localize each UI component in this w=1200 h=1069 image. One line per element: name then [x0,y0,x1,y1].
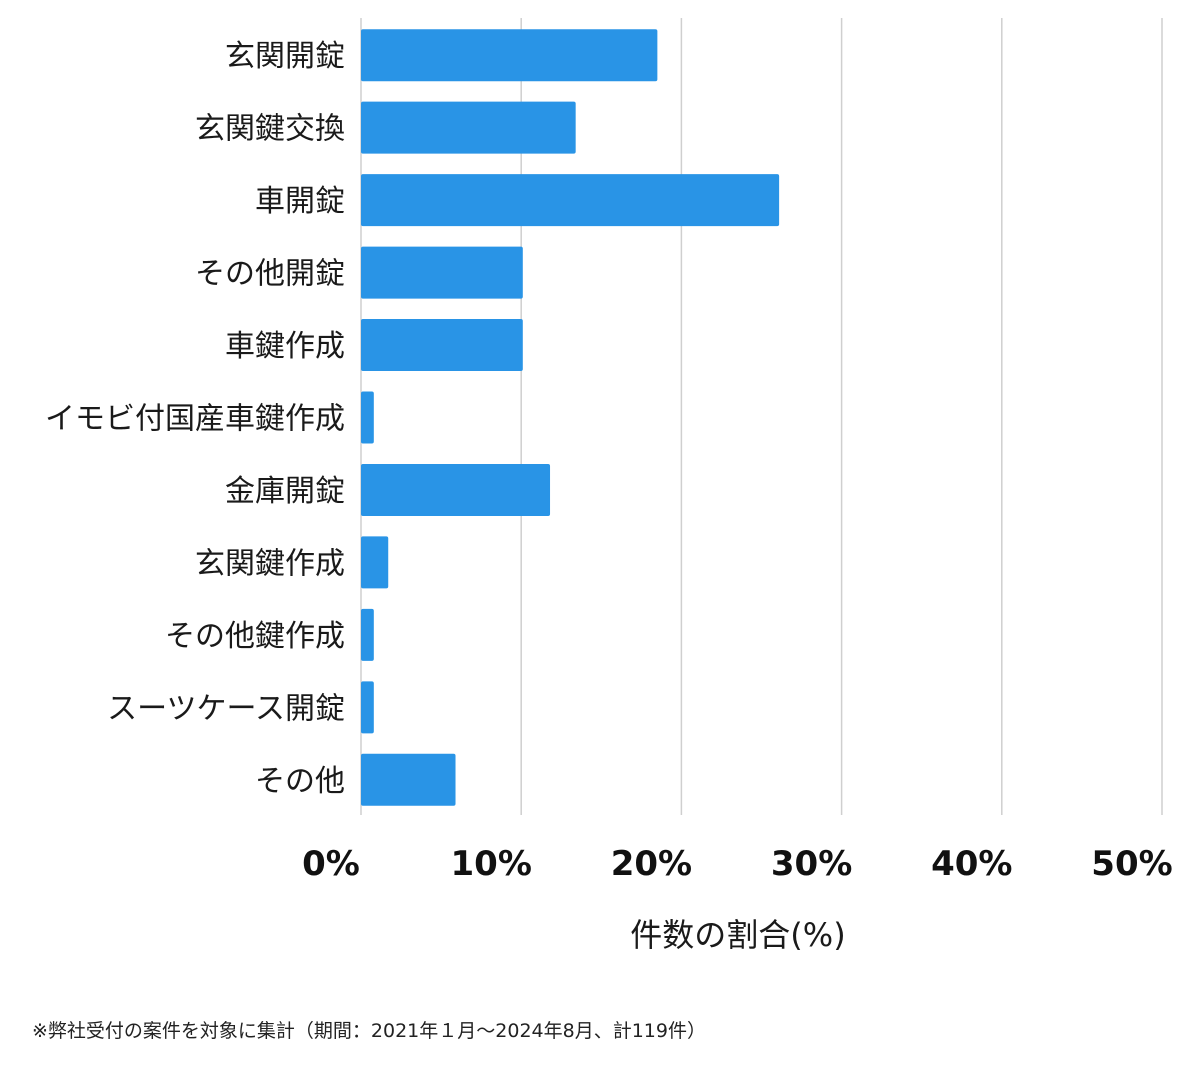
bar [361,29,658,82]
bar [361,101,576,154]
x-tick-label: 10% [451,844,532,884]
category-labels: 玄関開錠玄関鍵交換車開錠その他開錠車鍵作成イモビ付国産車鍵作成金庫開錠玄関鍵作成… [45,39,345,799]
category-label: スーツケース開錠 [107,691,345,726]
category-label: 車開錠 [255,184,345,219]
bar [361,753,456,806]
bars [361,29,780,806]
x-tick-label: 0% [302,844,360,884]
category-label: その他鍵作成 [165,619,345,654]
category-label: イモビ付国産車鍵作成 [45,402,345,437]
x-axis-title: 件数の割合(%) [630,916,845,954]
bar [361,681,374,734]
x-tick-label: 50% [1091,844,1172,884]
category-label: 玄関鍵交換 [195,112,345,147]
bar [361,319,523,372]
bar [361,463,551,516]
category-label: 車鍵作成 [225,329,345,364]
bar [361,608,374,661]
bar [361,536,389,589]
bar-chart: 玄関開錠玄関鍵交換車開錠その他開錠車鍵作成イモビ付国産車鍵作成金庫開錠玄関鍵作成… [45,18,1173,954]
footnote: ※弊社受付の案件を対象に集計（期間：2021年１月〜2024年8月、計119件） [32,1020,706,1042]
bar [361,174,780,227]
bar [361,246,523,299]
bar [361,391,374,444]
category-label: その他開錠 [195,257,345,292]
category-label: その他 [255,764,345,799]
category-label: 金庫開錠 [225,474,345,509]
x-tick-label: 30% [771,844,852,884]
x-tick-label: 40% [931,844,1012,884]
x-tick-label: 20% [611,844,692,884]
x-tick-labels: 0% 10% 20% 30% 40% 50% [302,844,1173,884]
category-label: 玄関開錠 [225,39,345,74]
category-label: 玄関鍵作成 [195,546,345,581]
